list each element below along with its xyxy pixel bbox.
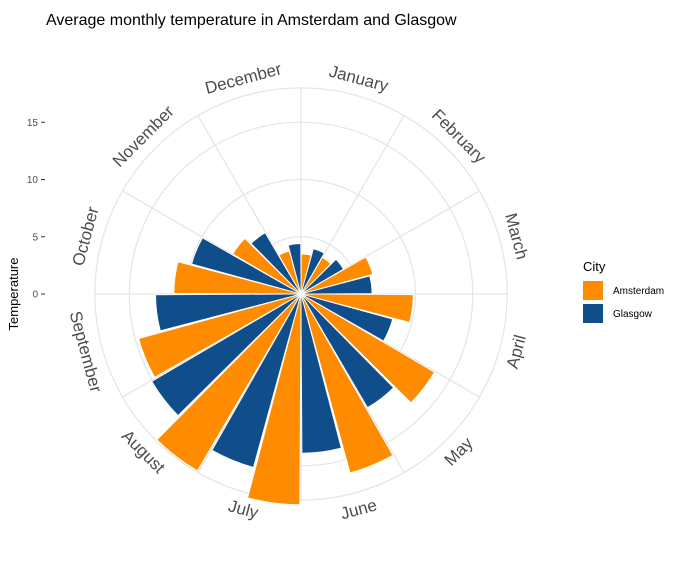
month-label-june: June <box>338 495 379 523</box>
month-label-december: December <box>203 59 284 98</box>
month-label-february: February <box>428 106 490 168</box>
bar-amsterdam-november <box>232 237 302 295</box>
bar-amsterdam-may <box>300 293 435 404</box>
bar-glasgow-april <box>300 293 394 342</box>
y-tick-label: 10 <box>27 175 39 186</box>
bar-glasgow-may <box>300 293 395 409</box>
month-label-march: March <box>501 211 532 262</box>
legend-label-glasgow: Glasgow <box>613 309 653 320</box>
month-label-april: April <box>503 333 530 371</box>
bar-glasgow-june <box>300 293 342 454</box>
legend-swatch-amsterdam <box>583 281 603 300</box>
legend-label-amsterdam: Amsterdam <box>613 286 664 297</box>
bar-amsterdam-october <box>173 261 302 295</box>
bar-glasgow-february <box>300 258 345 295</box>
bar-amsterdam-march <box>300 256 374 295</box>
y-axis-label: Temperature <box>6 258 21 331</box>
bars <box>138 232 435 506</box>
legend-swatch-glasgow <box>583 304 603 323</box>
month-label-september: September <box>66 309 106 395</box>
bar-glasgow-august <box>151 293 302 417</box>
y-tick-label: 0 <box>32 290 38 301</box>
bar-amsterdam-june <box>300 293 394 474</box>
bar-glasgow-march <box>300 275 373 295</box>
bar-amsterdam-september <box>138 293 302 378</box>
bar-amsterdam-december <box>278 250 302 295</box>
bar-glasgow-october <box>191 237 302 295</box>
bar-amsterdam-april <box>300 293 414 323</box>
chart-title: Average monthly temperature in Amsterdam… <box>46 12 457 29</box>
legend-title: City <box>583 259 606 274</box>
bar-amsterdam-august <box>156 293 302 472</box>
month-label-may: May <box>441 433 477 469</box>
bar-glasgow-november <box>250 232 302 295</box>
bar-glasgow-december <box>287 243 302 295</box>
bar-amsterdam-february <box>300 256 332 295</box>
bar-glasgow-september <box>155 293 302 332</box>
month-label-august: August <box>118 426 169 477</box>
bar-glasgow-july <box>211 293 302 468</box>
y-axis-ticks: 0 5 10 15 <box>27 118 45 301</box>
month-label-july: July <box>226 496 261 522</box>
bar-amsterdam-july <box>247 293 302 506</box>
y-tick-label: 15 <box>27 118 39 129</box>
bar-glasgow-january <box>300 248 325 295</box>
legend: City Amsterdam Glasgow <box>583 259 664 323</box>
y-tick-label: 5 <box>32 232 38 243</box>
